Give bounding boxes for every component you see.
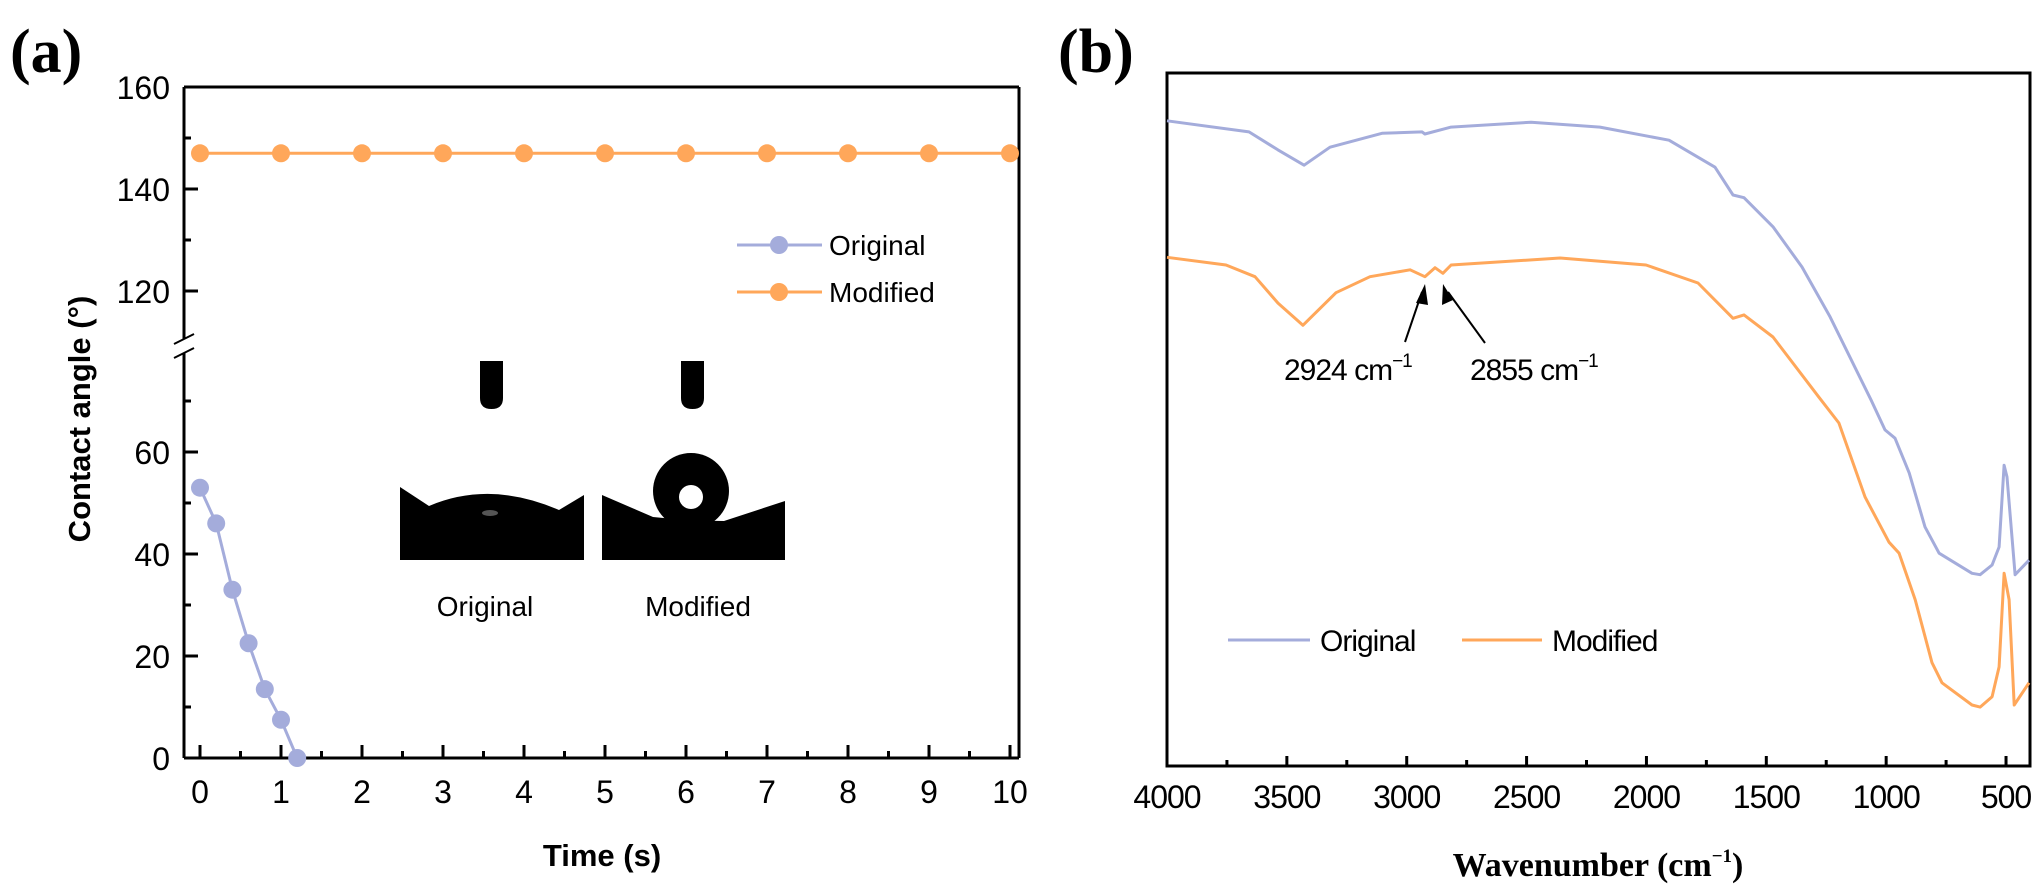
y-tick-label: 0 [152, 741, 170, 777]
data-point-original [272, 710, 290, 729]
legend-marker-original [770, 236, 788, 254]
y-tick-label: 140 [117, 172, 170, 208]
droplet-inset: Original Modified [400, 361, 785, 622]
data-point-modified [596, 144, 614, 163]
data-point-modified [353, 144, 371, 163]
x-tick-label: 3500 [1253, 779, 1320, 815]
legend-label-modified: Modified [1552, 625, 1657, 658]
x-tick-label: 5 [596, 774, 614, 810]
arrow-icon [1416, 284, 1428, 305]
x-tick-label: 3 [434, 774, 452, 810]
x-tick-label: 4 [515, 774, 533, 810]
panel-a-series [191, 144, 1019, 767]
panel-b-axes: 4000 3500 3000 2500 2000 1500 1000 500 [1133, 71, 2032, 815]
data-point-original [223, 580, 242, 599]
spectrum-modified [1166, 255, 2031, 709]
x-tick-label: 6 [677, 774, 695, 810]
inset-label-modified: Modified [645, 591, 751, 622]
y-tick-label: 60 [134, 435, 170, 471]
panel-a-contact-angle: (a) 0 1 2 3 4 5 6 7 8 9 10 0 20 40 60 120 140 160 Origina… [10, 18, 1028, 873]
x-tick-label: 8 [839, 774, 857, 810]
panel-a-axes: 0 1 2 3 4 5 6 7 8 9 10 0 20 40 60 120 140 160 [117, 70, 1028, 810]
x-tick-label: 2500 [1493, 779, 1560, 815]
x-axis-title: Time (s) [543, 838, 661, 873]
data-point-modified [272, 144, 290, 163]
data-point-original [239, 634, 258, 653]
annotation-2924: 2924 cm−1 [1284, 284, 1428, 387]
x-tick-label: 3000 [1373, 779, 1440, 815]
panel-b-legend: Original Modified [1228, 625, 1658, 658]
x-tick-label: 2 [353, 774, 371, 810]
inset-label-original: Original [437, 591, 533, 622]
panel-b-ftir: (b) 4000 3500 3000 2500 2000 1500 1000 500 2924… [1058, 18, 2032, 884]
legend-label-original: Original [1320, 625, 1415, 658]
data-point-modified [515, 144, 533, 163]
x-tick-label: 500 [1981, 779, 2032, 815]
data-point-modified [191, 144, 209, 163]
panel-b-label: (b) [1058, 18, 1134, 86]
needle-icon [681, 361, 704, 409]
data-point-modified [920, 144, 938, 163]
y-tick-label: 20 [134, 639, 170, 675]
x-tick-label: 1000 [1853, 779, 1920, 815]
data-point-original [288, 749, 307, 767]
axis-break-mark [173, 347, 195, 359]
x-tick-label: 10 [992, 774, 1028, 810]
inset-image-original [400, 361, 584, 560]
y-tick-label: 160 [117, 70, 170, 106]
plot-frame [1165, 71, 2032, 768]
data-point-modified [1001, 144, 1019, 163]
x-tick-label: 1500 [1733, 779, 1800, 815]
x-axis-title-b: Wavenumber (cm−1) [1453, 846, 1744, 884]
data-point-modified [758, 144, 776, 163]
legend-marker-modified [770, 283, 788, 301]
data-point-modified [677, 144, 695, 163]
annotation-label-2855: 2855 cm−1 [1470, 351, 1598, 387]
x-tick-label: 7 [758, 774, 776, 810]
inset-image-modified [602, 361, 785, 560]
data-point-modified [839, 144, 857, 163]
arrow-icon [1442, 284, 1453, 305]
panel-a-legend: Original Modified [737, 230, 935, 308]
panel-b-series [1166, 119, 2031, 709]
x-tick-label: 1 [272, 774, 290, 810]
data-point-original [255, 680, 274, 699]
needle-icon [480, 361, 503, 409]
x-tick-label: 2000 [1613, 779, 1680, 815]
legend-label-modified: Modified [829, 277, 935, 308]
data-point-original [191, 478, 209, 497]
spectrum-original [1166, 119, 2031, 577]
data-point-modified [434, 144, 452, 163]
x-tick-label: 9 [920, 774, 938, 810]
y-tick-label: 120 [117, 274, 170, 310]
y-tick-label: 40 [134, 537, 170, 573]
data-point-original [207, 514, 226, 533]
annotation-label-2924: 2924 cm−1 [1284, 351, 1412, 387]
legend-label-original: Original [829, 230, 925, 261]
x-tick-label: 0 [191, 774, 209, 810]
y-axis-title: Contact angle (°) [62, 296, 97, 543]
annotation-2855: 2855 cm−1 [1442, 284, 1599, 387]
x-tick-label: 4000 [1133, 779, 1200, 815]
panel-a-label: (a) [10, 18, 82, 86]
axis-break-mark [173, 333, 195, 345]
